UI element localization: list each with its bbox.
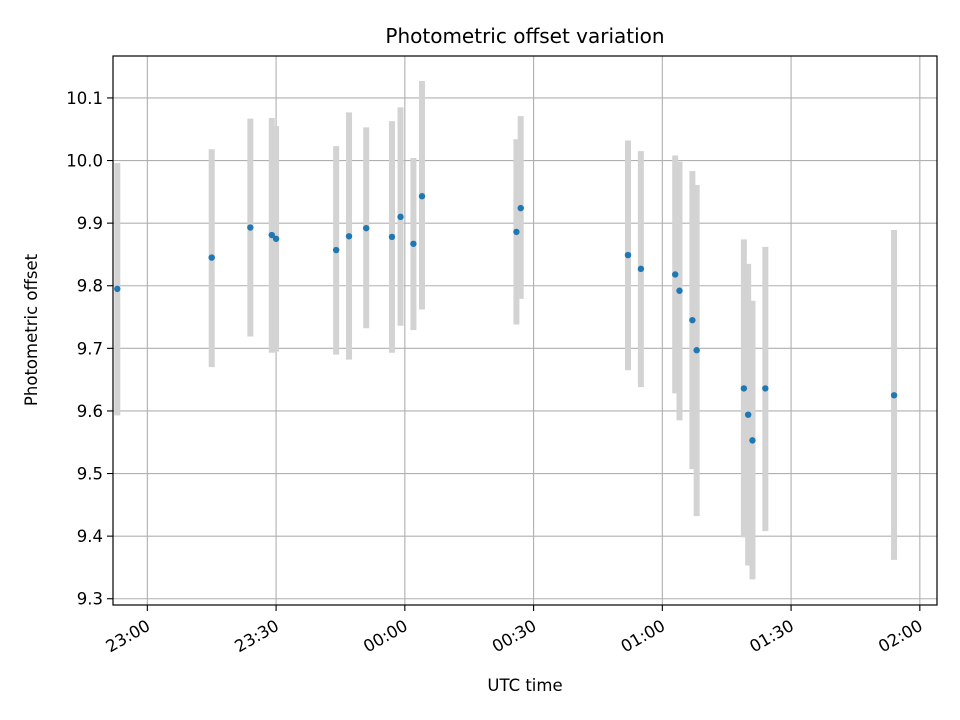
data-point [363, 224, 370, 232]
y-tick-label: 10.0 [66, 152, 103, 171]
grid [113, 56, 937, 605]
plot-frame [112, 55, 938, 606]
chart-title: Photometric offset variation [385, 24, 664, 48]
data-points [114, 193, 898, 444]
data-point [676, 287, 683, 294]
y-tick-label: 10.1 [66, 89, 103, 108]
data-point [637, 265, 645, 273]
data-point [740, 385, 748, 392]
y-tick-label: 9.3 [77, 590, 103, 609]
data-point [890, 392, 898, 399]
data-point [272, 235, 280, 242]
data-point [247, 224, 254, 231]
y-tick-label: 9.9 [77, 214, 103, 233]
data-point [410, 240, 417, 247]
y-tick-label: 9.8 [77, 277, 103, 296]
data-point [345, 233, 353, 240]
x-axis-label: UTC time [487, 676, 562, 695]
data-point [418, 193, 426, 200]
data-point [397, 213, 404, 221]
y-tick-label: 9.5 [77, 465, 103, 484]
data-point [268, 231, 275, 239]
data-point [388, 233, 396, 241]
data-point [762, 385, 769, 392]
data-point [749, 437, 756, 444]
y-tick-label: 9.7 [77, 339, 103, 358]
y-axis-label: Photometric offset [22, 253, 41, 406]
data-point [513, 228, 520, 236]
data-point [208, 254, 215, 261]
data-point [672, 271, 679, 278]
data-point [114, 285, 121, 293]
data-point [744, 411, 752, 418]
data-point [689, 316, 696, 324]
data-point [693, 347, 700, 354]
y-tick-label: 9.4 [77, 527, 103, 546]
y-tick-label: 9.6 [77, 402, 103, 421]
data-point [517, 204, 524, 212]
data-point [332, 246, 340, 254]
data-point [624, 251, 632, 259]
